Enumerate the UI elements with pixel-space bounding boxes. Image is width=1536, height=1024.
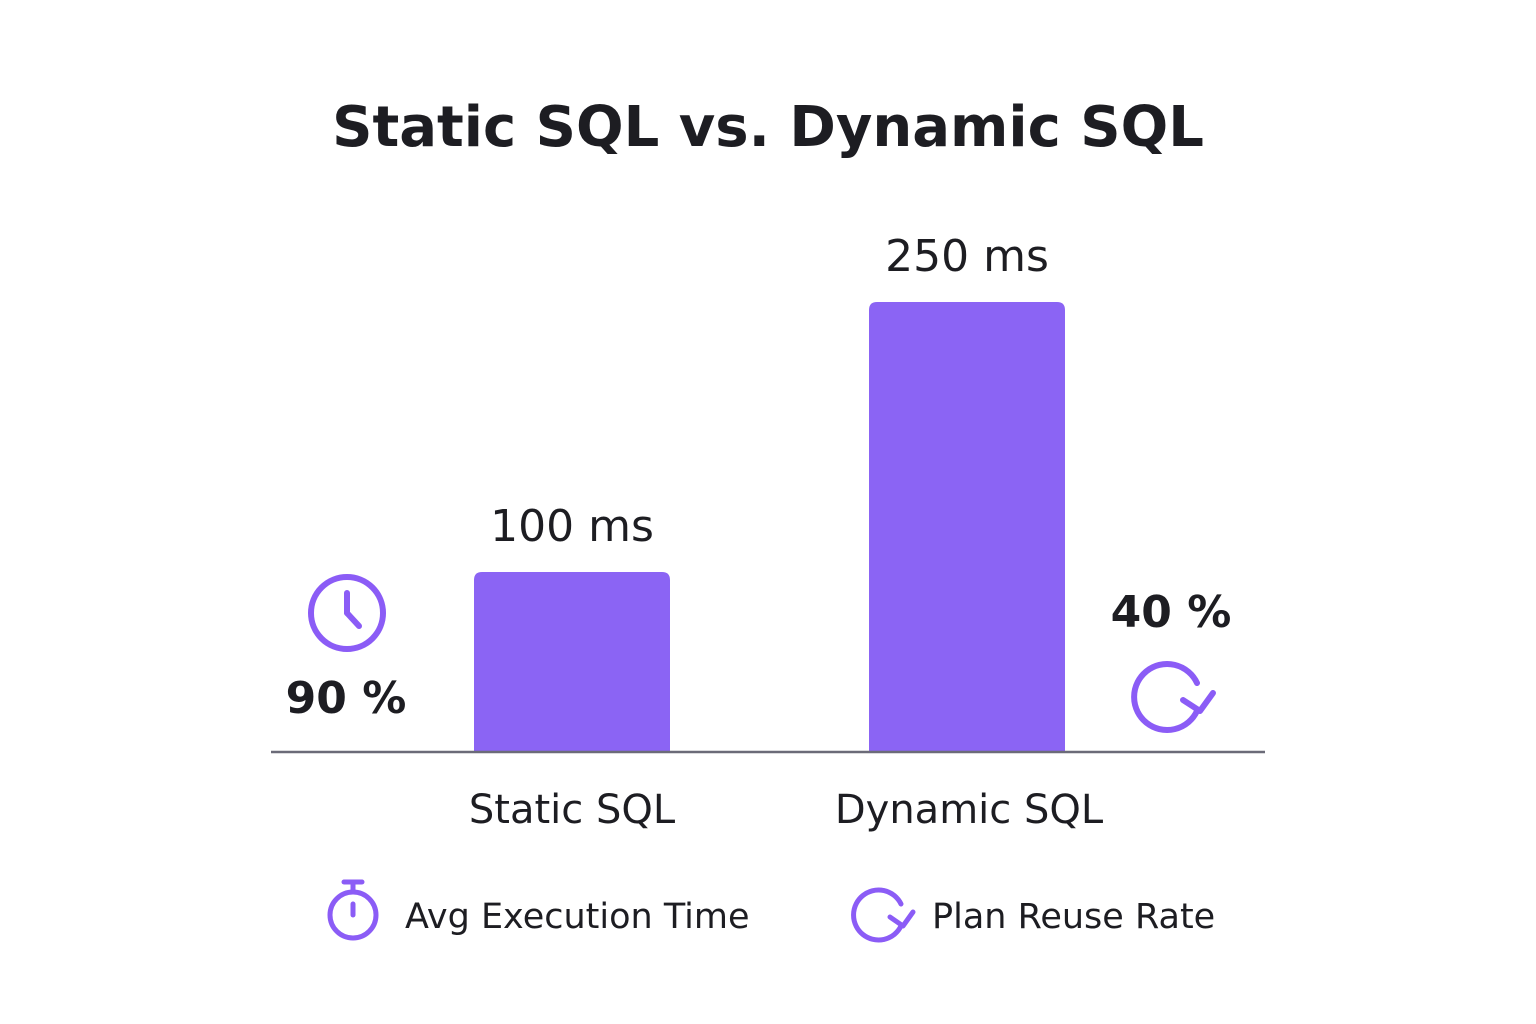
chart-title: Static SQL vs. Dynamic SQL (332, 95, 1204, 160)
legend: Avg Execution Time Plan Reuse Rate (327, 879, 1215, 943)
legend-label-plan-reuse-rate: Plan Reuse Rate (932, 897, 1215, 937)
category-label-dynamic-sql: Dynamic SQL (835, 787, 1104, 833)
bar-value-label-static-sql: 100 ms (490, 501, 654, 552)
plan-reuse-label-static-sql: 90 % (286, 673, 407, 724)
bars-group (474, 302, 1065, 752)
stopwatch-icon (327, 879, 379, 941)
bar-dynamic-sql (869, 302, 1065, 752)
refresh-icon (1131, 661, 1216, 733)
plan-reuse-label-dynamic-sql: 40 % (1111, 587, 1232, 638)
value-labels-group: 100 ms 250 ms (490, 231, 1049, 552)
refresh-icon (851, 887, 916, 943)
clock-icon (308, 574, 386, 652)
bar-static-sql (474, 572, 670, 752)
category-label-static-sql: Static SQL (469, 787, 676, 833)
legend-label-avg-execution-time: Avg Execution Time (405, 897, 749, 937)
bar-value-label-dynamic-sql: 250 ms (885, 231, 1049, 282)
